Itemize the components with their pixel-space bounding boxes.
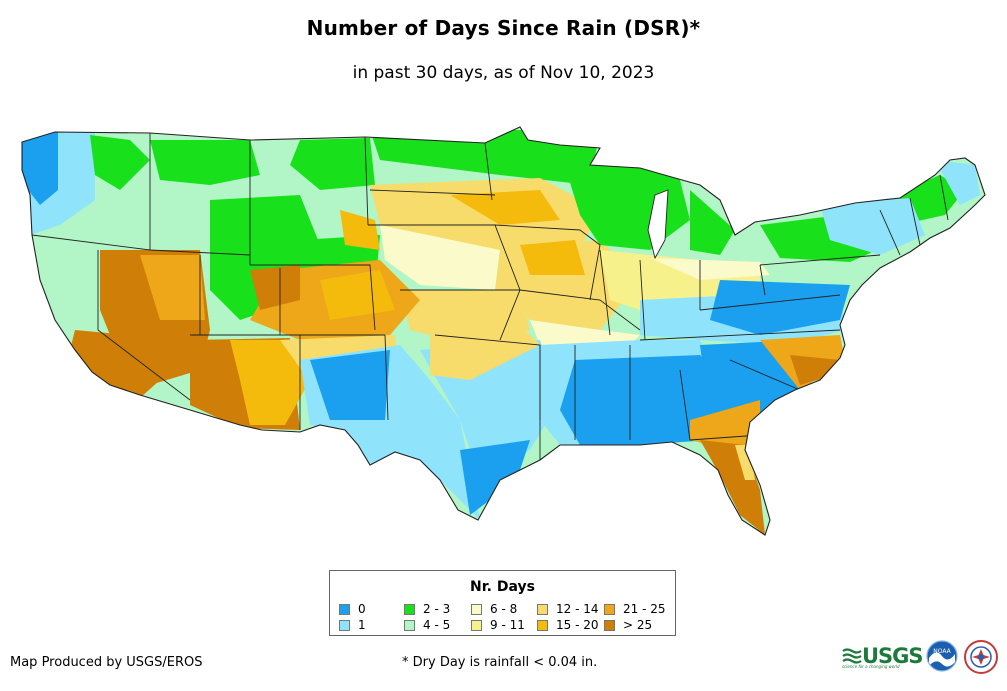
legend-swatch — [471, 603, 482, 615]
legend-item-2: 2 - 3 — [404, 602, 450, 616]
usgs-wave-icon — [842, 648, 862, 664]
legend-item-9: > 25 — [604, 618, 652, 632]
usgs-logo: USGS — [842, 644, 924, 668]
legend-item-0: 0 — [339, 602, 366, 616]
dsr-map — [21, 126, 986, 536]
legend-swatch — [404, 603, 415, 615]
usgs-tagline: science for a changing world — [842, 664, 900, 669]
legend-label: 2 - 3 — [423, 602, 451, 616]
legend-label: 4 - 5 — [423, 618, 451, 632]
map-title: Number of Days Since Rain (DSR)* — [306, 16, 701, 40]
legend-swatch — [537, 619, 548, 631]
legend-label: 21 - 25 — [623, 602, 666, 616]
nws-logo-icon — [964, 640, 998, 674]
legend-swatch — [339, 603, 350, 615]
legend-item-7: 15 - 20 — [537, 618, 599, 632]
dry-day-note: * Dry Day is rainfall < 0.04 in. — [402, 655, 598, 670]
legend-swatch — [404, 619, 415, 631]
legend-swatch — [339, 619, 350, 631]
legend-label: 6 - 8 — [490, 602, 518, 616]
legend-label: > 25 — [623, 618, 653, 632]
svg-text:NOAA: NOAA — [933, 648, 951, 655]
legend-item-3: 4 - 5 — [404, 618, 450, 632]
legend-label: 9 - 11 — [490, 618, 525, 632]
legend-swatch — [604, 603, 615, 615]
map-subtitle: in past 30 days, as of Nov 10, 2023 — [352, 63, 655, 83]
legend-label: 0 — [358, 602, 366, 616]
legend-swatch — [537, 603, 548, 615]
legend-item-6: 12 - 14 — [537, 602, 599, 616]
legend-label: 12 - 14 — [556, 602, 599, 616]
legend: Nr. Days 0 1 2 - 3 4 - 5 6 - 8 9 - 11 12… — [329, 570, 676, 636]
legend-label: 1 — [358, 618, 366, 632]
usgs-wordmark: USGS — [862, 644, 924, 668]
legend-item-4: 6 - 8 — [471, 602, 517, 616]
legend-item-1: 1 — [339, 618, 366, 632]
legend-swatch — [604, 619, 615, 631]
legend-title: Nr. Days — [470, 579, 535, 595]
credit-text: Map Produced by USGS/EROS — [10, 655, 203, 670]
noaa-logo-icon: NOAA — [926, 640, 958, 672]
legend-label: 15 - 20 — [556, 618, 599, 632]
legend-swatch — [471, 619, 482, 631]
agency-logos: USGS science for a changing world NOAA — [842, 638, 1002, 678]
legend-item-8: 21 - 25 — [604, 602, 666, 616]
legend-item-5: 9 - 11 — [471, 618, 525, 632]
